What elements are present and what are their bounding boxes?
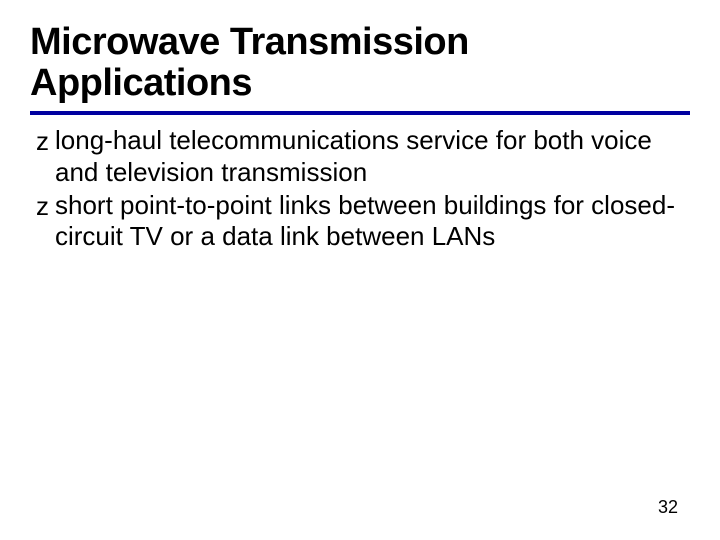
slide: Microwave Transmission Applications z lo… — [0, 0, 720, 540]
bullet-text: long-haul telecommunications service for… — [55, 125, 690, 187]
bullet-icon: z — [36, 190, 49, 223]
bullet-icon: z — [36, 125, 49, 158]
bullet-text: short point-to-point links between build… — [55, 190, 690, 252]
list-item: z short point-to-point links between bui… — [36, 190, 690, 252]
list-item: z long-haul telecommunications service f… — [36, 125, 690, 187]
bullet-list: z long-haul telecommunications service f… — [30, 125, 690, 252]
title-rule — [30, 111, 690, 115]
page-number: 32 — [658, 497, 678, 518]
slide-title: Microwave Transmission Applications — [30, 22, 690, 103]
